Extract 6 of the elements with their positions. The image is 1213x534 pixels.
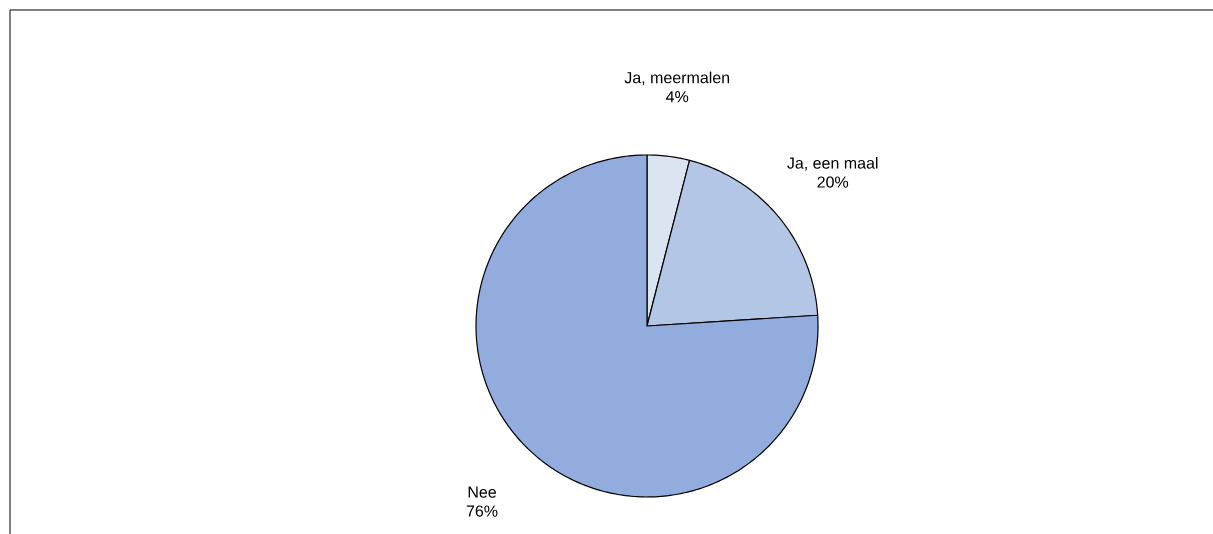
slice-label: Ja, een maal (787, 157, 878, 171)
data-label: 20% (817, 176, 849, 188)
slice-label: Nee (468, 486, 496, 498)
slice-label: Ja, meermalen (624, 71, 730, 86)
data-label: 76% (466, 505, 498, 517)
data-label: 4% (666, 91, 689, 103)
